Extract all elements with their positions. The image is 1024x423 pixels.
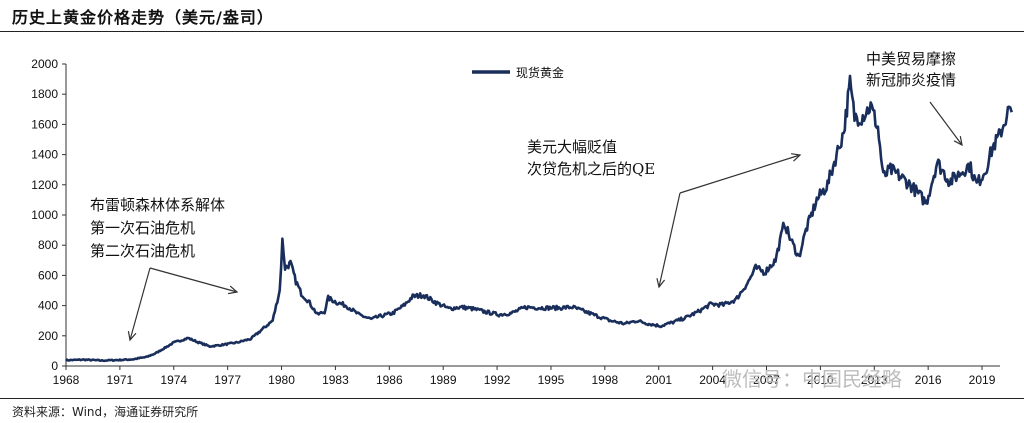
y-tick-label: 800 [38, 238, 58, 252]
x-tick-label: 1974 [160, 373, 187, 387]
x-tick-label: 1983 [322, 373, 349, 387]
x-tick-label: 2016 [915, 373, 942, 387]
annotation-arrow [658, 192, 681, 288]
x-tick-label: 2007 [753, 373, 780, 387]
annotation-arrow-head [656, 278, 666, 289]
x-tick-label: 2019 [969, 373, 996, 387]
y-tick-label: 1200 [31, 178, 58, 192]
series-layer [65, 74, 1013, 363]
annotation-text: 中美贸易摩擦 [866, 50, 956, 68]
x-tick-label: 1971 [107, 373, 134, 387]
x-tick-label: 1998 [591, 373, 618, 387]
annotation-arrow [129, 267, 151, 341]
annotation-text: 布雷顿森林体系解体 [90, 196, 225, 214]
annotation-arrow [929, 101, 963, 146]
annotation-arrow-head [228, 285, 239, 295]
y-tick-label: 2000 [31, 57, 58, 71]
x-tick-label: 2013 [861, 373, 888, 387]
y-tick-label: 200 [38, 329, 58, 343]
annotation-arrow-head [953, 136, 963, 147]
y-tick-label: 1600 [31, 117, 58, 131]
y-tick-label: 0 [51, 359, 58, 373]
bottom-divider [0, 398, 1024, 399]
annotation-text: 新冠肺炎疫情 [866, 71, 956, 89]
annotation-arrow-head [791, 153, 802, 162]
top-divider [0, 31, 1024, 32]
annotation-text: 第一次石油危机 [90, 219, 195, 237]
y-tick-label: 1400 [31, 148, 58, 162]
x-tick-label: 1968 [53, 373, 80, 387]
annotation-arrow [149, 267, 238, 293]
y-tick-label: 1800 [31, 87, 58, 101]
annotation-arrow [679, 154, 801, 194]
annotation-text: 美元大幅贬值 [527, 138, 617, 156]
annotation-arrow-head [127, 331, 137, 342]
annotation-text: 第二次石油危机 [90, 242, 195, 260]
y-tick-label: 400 [38, 299, 58, 313]
x-tick-label: 1989 [430, 373, 457, 387]
x-tick-label: 2004 [699, 373, 726, 387]
axes: 0 200 400 600 800 1000 1200 1400 1600 1800 2000 196… [31, 57, 1000, 387]
x-tick-label: 1995 [538, 373, 565, 387]
x-tick-label: 1986 [376, 373, 403, 387]
page-title: 历史上黄金价格走势（美元/盎司） [12, 8, 274, 27]
legend: 现货黄金 [472, 65, 564, 80]
legend-label: 现货黄金 [516, 65, 564, 80]
x-tick-label: 1980 [268, 373, 295, 387]
x-tick-label: 1977 [214, 373, 241, 387]
annotation-text: 次贷危机之后的QE [527, 160, 655, 178]
y-tick-label: 600 [38, 268, 58, 282]
source-note: 资料来源：Wind，海通证券研究所 [12, 405, 199, 419]
x-tick-label: 2010 [807, 373, 834, 387]
series-line-gold [65, 74, 1013, 363]
y-tick-label: 1000 [31, 208, 58, 222]
watermark-text: 微信号：中国民经略 [722, 367, 902, 391]
x-tick-label: 1992 [484, 373, 511, 387]
x-tick-label: 2001 [645, 373, 672, 387]
